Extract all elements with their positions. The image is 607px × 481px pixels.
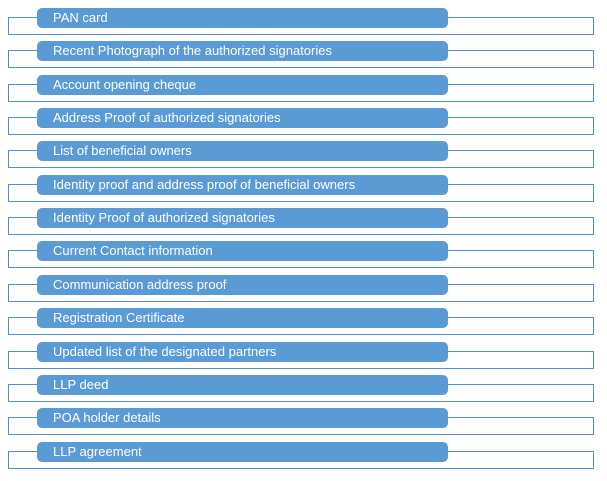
list-item: Identity proof and address proof of bene… [0, 174, 607, 208]
list-item-label: POA holder details [37, 408, 448, 429]
list-item-label: Recent Photograph of the authorized sign… [37, 41, 448, 62]
list-item-label: LLP agreement [37, 441, 448, 462]
list-item-label: Address Proof of authorized signatories [37, 108, 448, 129]
list-item: Communication address proof [0, 274, 607, 308]
list-item-label: LLP deed [37, 374, 448, 395]
list-item-label: Identity proof and address proof of bene… [37, 174, 448, 195]
list-item: Updated list of the designated partners [0, 341, 607, 375]
list-item-label: Account opening cheque [37, 74, 448, 95]
list-item: LLP agreement [0, 441, 607, 475]
list-item-label: PAN card [37, 8, 448, 28]
list-item-label: Identity Proof of authorized signatories [37, 208, 448, 229]
list-item: Address Proof of authorized signatories [0, 108, 607, 141]
list-item: Identity Proof of authorized signatories [0, 208, 607, 241]
list-item: Account opening cheque [0, 74, 607, 108]
list-item-label: Updated list of the designated partners [37, 341, 448, 362]
list-item: Current Contact information [0, 241, 607, 274]
list-item: POA holder details [0, 408, 607, 441]
list-item-label: List of beneficial owners [37, 141, 448, 162]
list-item-label: Communication address proof [37, 274, 448, 295]
list-item-label: Current Contact information [37, 241, 448, 262]
list-item: LLP deed [0, 374, 607, 408]
list-item: PAN card [0, 8, 607, 41]
list-item: List of beneficial owners [0, 141, 607, 174]
list-item: Recent Photograph of the authorized sign… [0, 41, 607, 74]
list-item: Registration Certificate [0, 308, 607, 341]
list-item-label: Registration Certificate [37, 308, 448, 329]
